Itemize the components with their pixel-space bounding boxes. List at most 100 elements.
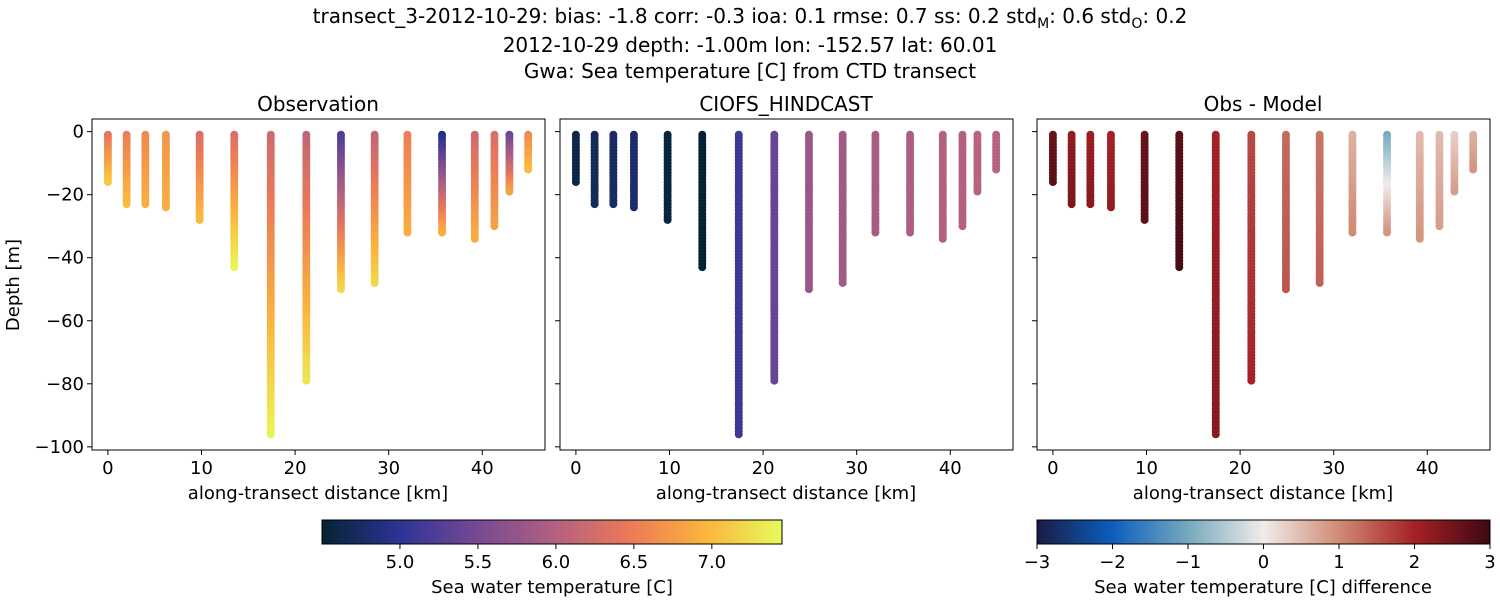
difference-colorbar-ticks: −3 −2 −1 0 1 2 3 xyxy=(1024,544,1496,573)
figure-title-line1: transect_3-2012-10-29: bias: -1.8 corr: … xyxy=(313,4,1188,32)
difference-x-tick-label: 20 xyxy=(1229,458,1252,479)
difference-panel: 0 10 20 30 40 along-transect distance [km] xyxy=(1032,118,1491,504)
observation-point xyxy=(336,285,345,294)
model-point xyxy=(804,285,813,294)
title-line1-mid: : 0.6 std xyxy=(1049,4,1131,28)
model-point xyxy=(734,430,743,439)
observation-y-tick-label: −60 xyxy=(46,311,84,332)
observation-point xyxy=(490,222,499,231)
model-x-label: along-transect distance [km] xyxy=(656,483,916,504)
temperature-colorbar-tick-label: 5.5 xyxy=(464,552,493,573)
observation-point xyxy=(141,200,150,209)
observation-point xyxy=(302,376,311,385)
difference-colorbar-tick-label: 2 xyxy=(1409,552,1420,573)
difference-point xyxy=(1281,285,1290,294)
difference-point xyxy=(1450,187,1459,196)
observation-x-tick-label: 0 xyxy=(102,458,113,479)
figure-title-line3: Gwa: Sea temperature [C] from CTD transe… xyxy=(524,59,976,83)
difference-x-tick-label: 0 xyxy=(1047,458,1058,479)
difference-colorbar-tick-label: −1 xyxy=(1175,552,1202,573)
title-line1-suffix: : 0.2 xyxy=(1142,4,1187,28)
model-point xyxy=(838,278,847,287)
observation-x-ticks: 0 10 20 30 40 xyxy=(102,450,494,479)
model-point xyxy=(973,187,982,196)
difference-point xyxy=(1106,203,1115,212)
model-panel: 0 10 20 30 40 along-transect distance [km] xyxy=(555,118,1014,504)
observation-x-tick-label: 20 xyxy=(284,458,307,479)
model-x-tick-label: 40 xyxy=(939,458,962,479)
observation-point xyxy=(403,228,412,237)
model-x-tick-label: 30 xyxy=(845,458,868,479)
observation-y-tick-label: −80 xyxy=(46,374,84,395)
model-x-tick-label: 10 xyxy=(658,458,681,479)
model-point xyxy=(958,222,967,231)
difference-point xyxy=(1211,430,1220,439)
model-point xyxy=(609,200,618,209)
difference-point xyxy=(1435,222,1444,231)
observation-y-tick-label: −40 xyxy=(46,248,84,269)
difference-x-tick-label: 10 xyxy=(1135,458,1158,479)
difference-point xyxy=(1469,165,1478,174)
observation-y-ticks: 0 −20 −40 −60 −80 −100 xyxy=(35,122,92,458)
panel-title-observation: Observation xyxy=(257,92,379,116)
difference-colorbar-tick-label: 1 xyxy=(1333,552,1344,573)
temperature-colorbar-tick-label: 5.0 xyxy=(386,552,415,573)
model-point xyxy=(770,376,779,385)
model-point xyxy=(992,165,1001,174)
temperature-colorbar: 5.0 5.5 6.0 6.5 7.0 Sea water temperature [C… xyxy=(321,519,783,598)
difference-point xyxy=(1140,215,1149,224)
observation-point xyxy=(230,263,239,272)
observation-point xyxy=(470,234,479,243)
difference-axes-frame xyxy=(1036,118,1491,451)
observation-x-tick-label: 10 xyxy=(190,458,213,479)
difference-point xyxy=(1348,228,1357,237)
observation-point xyxy=(524,165,533,174)
observation-point xyxy=(161,203,170,212)
difference-point xyxy=(1175,263,1184,272)
observation-x-label: along-transect distance [km] xyxy=(188,483,448,504)
model-x-ticks: 0 10 20 30 40 xyxy=(570,450,962,479)
title-sub-m: M xyxy=(1037,16,1049,32)
observation-point xyxy=(505,187,514,196)
difference-colorbar: −3 −2 −1 0 1 2 3 Sea water temperature [C] dif… xyxy=(1024,519,1496,598)
observation-y-tick-label: 0 xyxy=(73,122,84,143)
observation-point xyxy=(195,215,204,224)
model-point xyxy=(938,234,947,243)
temperature-colorbar-tick-label: 6.5 xyxy=(620,552,649,573)
figure-title-line2: 2012-10-29 depth: -1.00m lon: -152.57 la… xyxy=(503,33,998,57)
temperature-colorbar-ticks: 5.0 5.5 6.0 6.5 7.0 xyxy=(386,544,726,573)
difference-marks xyxy=(1048,130,1478,439)
model-x-tick-label: 20 xyxy=(752,458,775,479)
temperature-colorbar-gradient xyxy=(321,519,783,545)
difference-point xyxy=(1247,376,1256,385)
observation-y-label: Depth [m] xyxy=(3,239,24,331)
difference-point xyxy=(1315,278,1324,287)
observation-point xyxy=(370,278,379,287)
difference-colorbar-tick-label: −3 xyxy=(1024,552,1051,573)
title-sub-o: O xyxy=(1131,16,1142,32)
model-y-ticks xyxy=(555,131,560,448)
difference-colorbar-tick-label: 0 xyxy=(1258,552,1269,573)
model-point xyxy=(663,215,672,224)
title-line1-prefix: transect_3-2012-10-29: bias: -1.8 corr: … xyxy=(313,4,1037,28)
model-point xyxy=(571,178,580,187)
model-x-tick-label: 0 xyxy=(570,458,581,479)
observation-point xyxy=(438,228,447,237)
difference-colorbar-tick-label: −2 xyxy=(1099,552,1126,573)
panel-title-difference: Obs - Model xyxy=(1204,92,1323,116)
observation-point xyxy=(103,178,112,187)
model-axes-frame xyxy=(559,118,1014,451)
observation-axes-frame xyxy=(91,118,546,451)
observation-x-tick-label: 40 xyxy=(471,458,494,479)
difference-colorbar-label: Sea water temperature [C] difference xyxy=(1094,577,1432,598)
model-point xyxy=(590,200,599,209)
difference-point xyxy=(1048,178,1057,187)
difference-x-label: along-transect distance [km] xyxy=(1133,483,1393,504)
model-point xyxy=(871,228,880,237)
observation-x-tick-label: 30 xyxy=(377,458,400,479)
model-point xyxy=(629,203,638,212)
difference-point xyxy=(1415,234,1424,243)
model-point xyxy=(698,263,707,272)
difference-point xyxy=(1086,200,1095,209)
